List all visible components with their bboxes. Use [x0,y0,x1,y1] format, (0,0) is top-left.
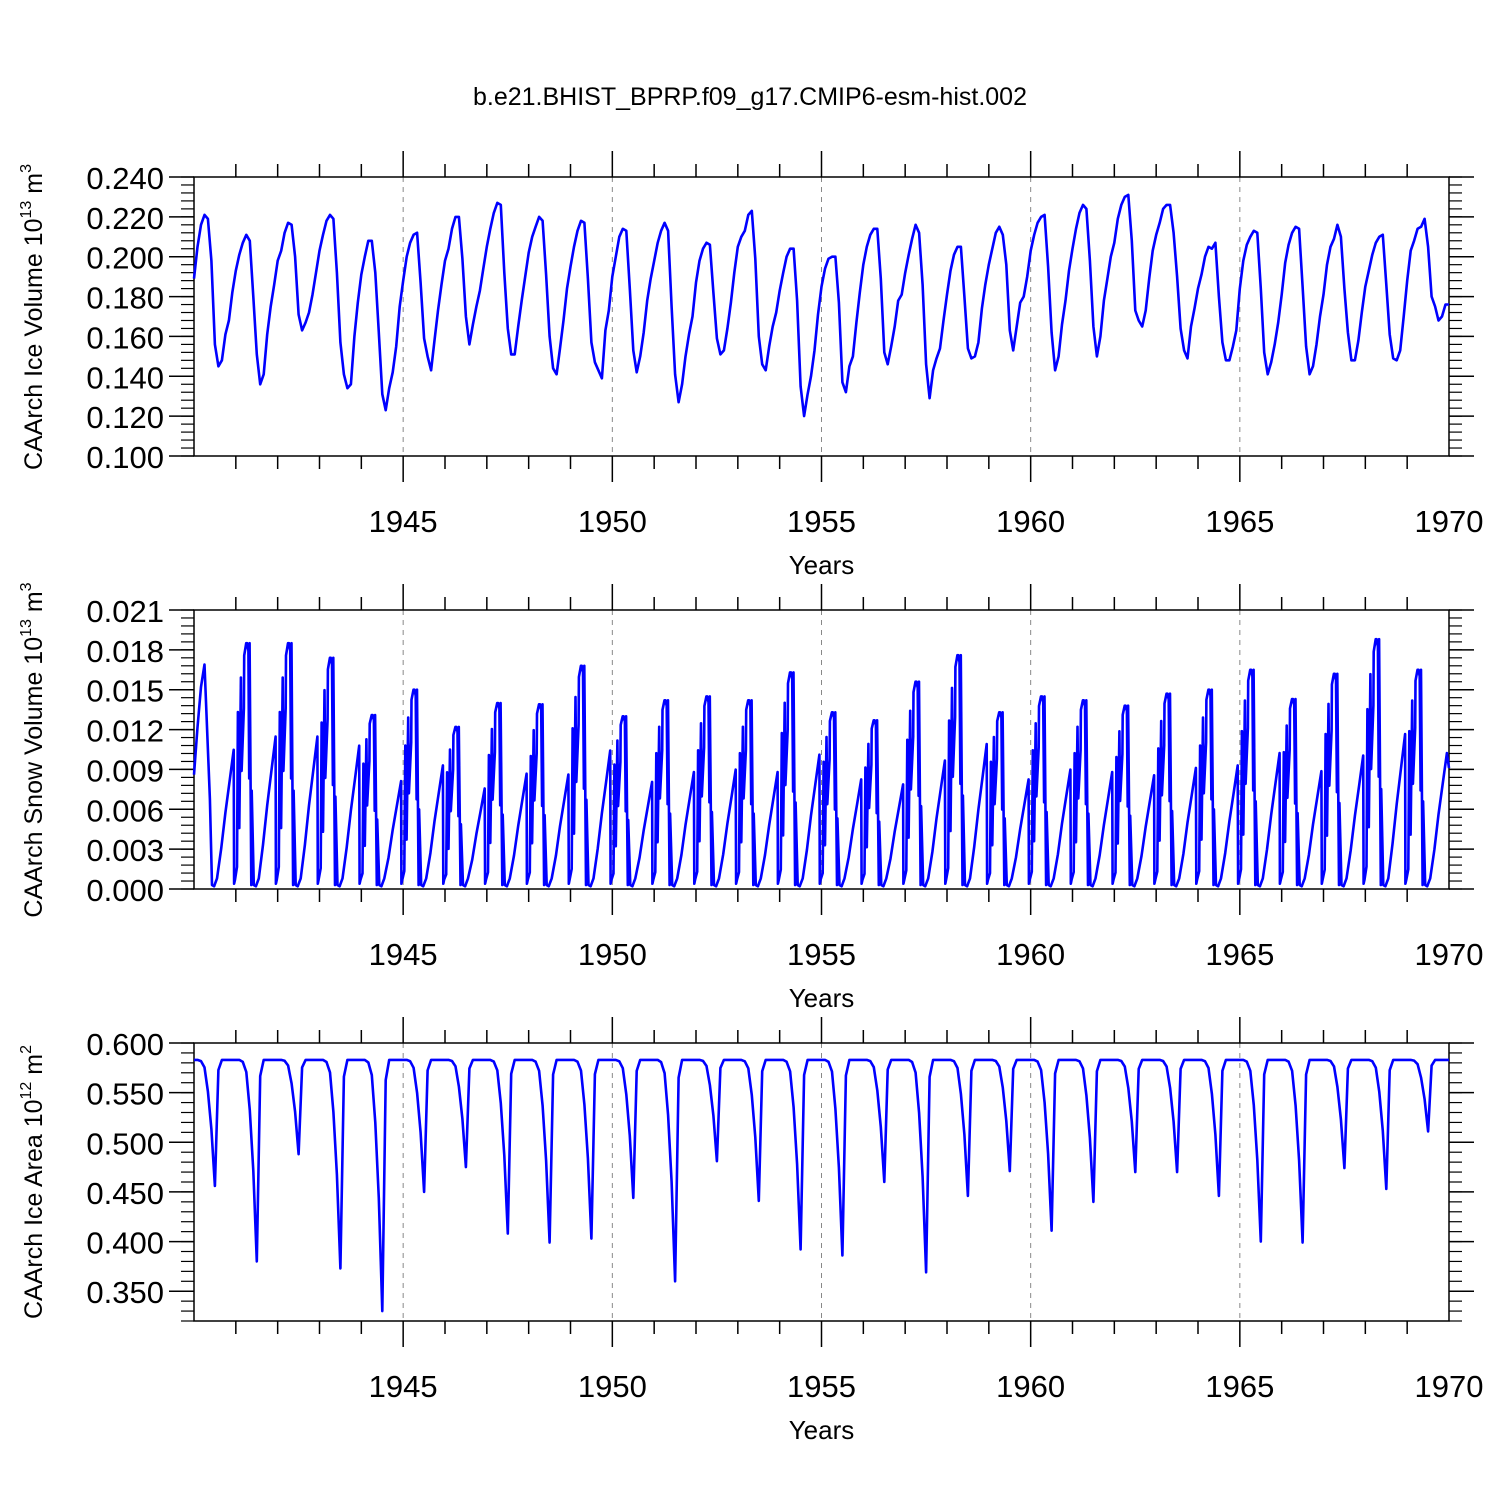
x-axis-label: Years [789,983,855,1013]
y-tick-label: 0.015 [86,674,164,709]
y-tick-label: 0.006 [86,793,164,828]
x-tick-label: 1970 [1415,504,1484,539]
y-tick-label: 0.180 [86,281,164,316]
x-tick-label: 1960 [996,1369,1065,1404]
y-tick-label: 0.120 [86,400,164,435]
y-tick-label: 0.500 [86,1126,164,1161]
y-tick-label: 0.140 [86,360,164,395]
x-axis-label: Years [789,1415,855,1445]
y-tick-label: 0.160 [86,320,164,355]
y-tick-label: 0.200 [86,241,164,276]
y-tick-label: 0.600 [86,1027,164,1062]
x-tick-label: 1965 [1205,937,1274,972]
x-tick-label: 1950 [578,504,647,539]
x-tick-label: 1960 [996,937,1065,972]
y-tick-label: 0.550 [86,1077,164,1112]
y-tick-label: 0.220 [86,201,164,236]
panel-snow-volume: 0.000 0.003 0.006 0.009 0.012 0.015 0.018 0.021… [18,582,1483,1013]
y-tick-label: 0.021 [86,594,164,629]
chart-title: b.e21.BHIST_BPRP.f09_g17.CMIP6-esm-hist.… [473,83,1027,111]
y-tick-label: 0.000 [86,873,164,908]
panel-ice-area: 0.350 0.400 0.450 0.500 0.550 0.600 1945 1950 19… [18,1017,1483,1445]
x-tick-label: 1945 [369,504,438,539]
y-tick-label: 0.400 [86,1226,164,1261]
x-tick-label: 1955 [787,504,856,539]
y-tick-label: 0.100 [86,440,164,475]
y-tick-label: 0.012 [86,714,164,749]
y-tick-label: 0.450 [86,1176,164,1211]
x-tick-label: 1955 [787,937,856,972]
y-axis-label: CAArch Snow Volume 1013 m3 [18,582,48,917]
y-tick-label: 0.350 [86,1275,164,1310]
panel-ice-volume: 0.100 0.120 0.140 0.160 0.180 0.200 0.220 0.240… [18,151,1483,580]
y-tick-label: 0.003 [86,833,164,868]
y-tick-label: 0.240 [86,161,164,196]
series-line [192,193,1449,418]
x-tick-label: 1945 [369,937,438,972]
x-tick-label: 1970 [1415,937,1484,972]
x-tick-label: 1965 [1205,504,1274,539]
y-axis-label: CAArch Ice Area 1012 m2 [18,1045,48,1319]
x-tick-label: 1965 [1205,1369,1274,1404]
x-tick-label: 1950 [578,937,647,972]
x-tick-label: 1960 [996,504,1065,539]
series-line [192,637,1451,888]
x-tick-label: 1950 [578,1369,647,1404]
x-axis-label: Years [789,550,855,580]
x-tick-label: 1945 [369,1369,438,1404]
y-tick-label: 0.009 [86,753,164,788]
x-tick-label: 1970 [1415,1369,1484,1404]
x-tick-label: 1955 [787,1369,856,1404]
y-tick-label: 0.018 [86,634,164,669]
y-axis-label: CAArch Ice Volume 1013 m3 [18,164,48,470]
series-line [194,1058,1449,1313]
